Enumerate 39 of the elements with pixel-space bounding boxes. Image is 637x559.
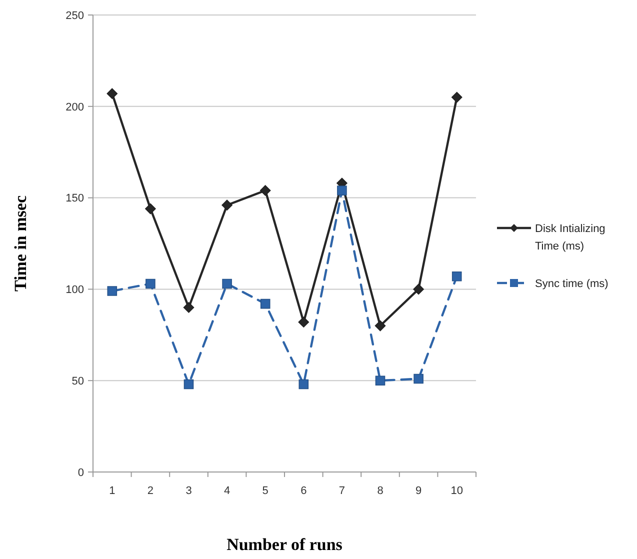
x-tick-label: 9	[415, 485, 422, 497]
x-tick-label: 3	[186, 485, 192, 497]
y-tick-label: 0	[78, 466, 84, 479]
point	[374, 320, 386, 332]
point	[146, 278, 156, 289]
point	[183, 302, 194, 313]
point	[222, 278, 232, 289]
point	[107, 286, 118, 296]
point	[337, 186, 347, 196]
point	[375, 376, 386, 386]
y-tick-label: 100	[66, 284, 84, 296]
x-tick-label: 7	[338, 485, 346, 497]
x-tick-label: 2	[147, 485, 154, 497]
legend-label: Disk Intializing Time (ms)	[535, 222, 606, 252]
point	[414, 374, 424, 384]
legend-label: Sync time (ms)	[535, 278, 608, 290]
y-axis-title: Time in msec	[11, 195, 30, 292]
x-axis-title: Number of runs	[226, 535, 343, 554]
point	[184, 379, 194, 390]
point	[298, 379, 309, 390]
y-tick-label: 200	[66, 101, 84, 114]
point	[413, 284, 424, 295]
point	[260, 185, 271, 196]
y-tick-label: 150	[66, 192, 84, 205]
x-tick-label: 8	[377, 485, 384, 497]
point	[106, 88, 118, 100]
y-tick-label: 50	[72, 375, 84, 388]
point	[452, 272, 462, 282]
point	[260, 298, 270, 309]
x-tick-label: 5	[262, 485, 268, 497]
x-tick-label: 4	[224, 485, 230, 497]
point	[222, 200, 232, 211]
x-tick-label: 6	[300, 485, 307, 497]
x-tick-label: 1	[109, 485, 116, 497]
point	[451, 92, 462, 103]
x-tick-label: 10	[450, 485, 463, 497]
y-tick-label: 250	[66, 10, 84, 22]
point	[298, 316, 310, 328]
point	[145, 203, 156, 214]
